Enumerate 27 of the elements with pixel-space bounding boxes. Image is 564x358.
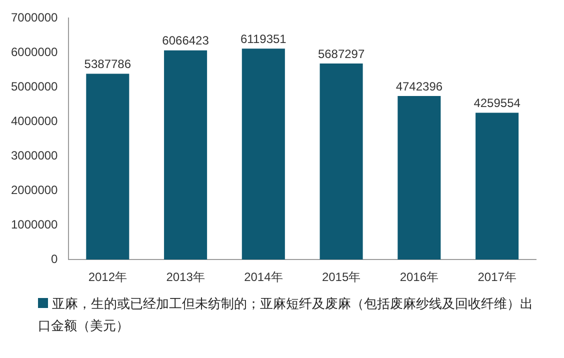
data-label: 6066423	[162, 34, 210, 48]
x-tick-label: 2014年	[244, 270, 283, 284]
y-tick-label: 2000000	[11, 182, 58, 197]
y-tick-label: 7000000	[11, 10, 58, 25]
bar	[242, 48, 285, 260]
x-tick-label: 2015年	[322, 270, 361, 284]
y-tick-label: 3000000	[11, 148, 58, 162]
y-tick-label: 5000000	[11, 79, 58, 94]
y-tick-label: 0	[51, 252, 58, 266]
y-tick-label: 1000000	[11, 217, 58, 232]
x-tick-label: 2016年	[400, 270, 439, 284]
bar	[164, 50, 208, 260]
x-tick-label: 2013年	[166, 270, 205, 284]
bar	[86, 74, 130, 260]
x-tick-label: 2012年	[88, 270, 128, 284]
data-label: 6119351	[240, 32, 287, 46]
y-tick-label: 4000000	[11, 114, 58, 128]
data-label: 5387786	[84, 57, 132, 72]
bar	[398, 96, 441, 260]
bar	[476, 112, 519, 260]
x-tick-label: 2017年	[478, 270, 516, 284]
y-tick-label: 6000000	[11, 45, 58, 59]
legend-label: 亚麻，生的或已经加工但未纺制的；亚麻短纤及废麻（包括废麻纱线及回收纤维）出口金额（美元）	[38, 297, 533, 334]
bar	[320, 63, 363, 260]
data-label: 4742396	[396, 79, 443, 94]
data-label: 4259554	[474, 96, 521, 110]
data-label: 5687297	[318, 46, 365, 61]
